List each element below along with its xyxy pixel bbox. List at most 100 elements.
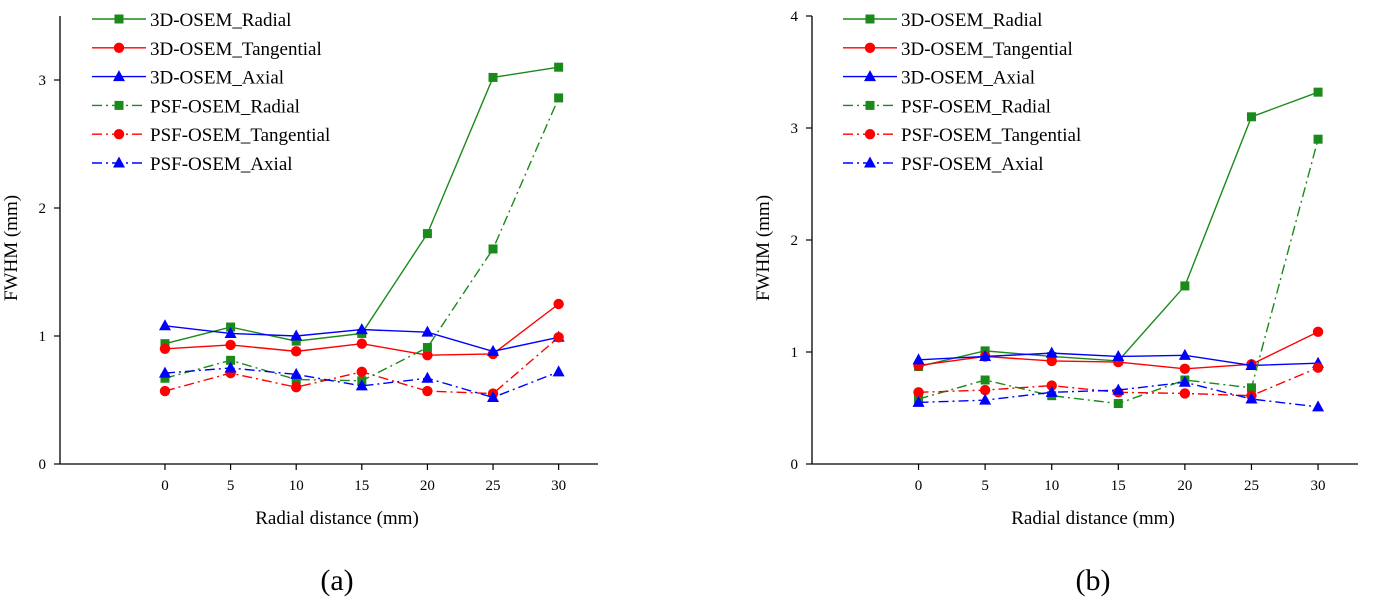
x-tick-label: 20 [420,478,435,494]
data-point [225,339,236,351]
data-point [1245,358,1258,370]
data-point [160,373,170,383]
y-tick-label: 1 [791,345,799,361]
data-point [1246,383,1256,393]
data-point [1112,349,1125,361]
legend-label: PSF-OSEM_Radial [901,96,1051,117]
data-point [1179,363,1191,374]
data-point [1246,112,1256,122]
y-tick-label: 2 [791,233,799,249]
panel-label: (b) [1076,564,1111,597]
data-point [355,379,368,391]
legend-marker [865,100,875,110]
data-point [355,323,368,335]
legend-marker [114,14,124,24]
data-point [1312,400,1325,412]
panel-label: (a) [320,564,353,597]
data-point [912,395,925,407]
data-point [158,366,171,378]
data-point [1312,362,1324,373]
data-point [913,387,924,398]
legend-label: 3D-OSEM_Tangential [901,39,1073,60]
y-tick-label: 1 [39,329,47,345]
data-point [1178,348,1191,360]
legend-label: PSF-OSEM_Tangential [901,125,1081,146]
x-axis-title: Radial distance (mm) [1011,508,1175,529]
data-point [290,329,303,341]
data-point [1046,355,1057,367]
series-psf-osem-axial [912,375,1325,412]
data-point [487,390,500,402]
x-axis-title: Radial distance (mm) [255,508,419,529]
data-point [488,244,498,254]
x-tick-label: 15 [1111,478,1126,494]
y-axis-title: FWHM (mm) [753,195,774,301]
data-point [421,371,434,383]
data-point [1112,383,1125,395]
legend-marker [113,42,125,53]
legend-marker [864,42,876,53]
data-point [1180,281,1190,291]
data-point [1313,134,1323,144]
data-point [1312,326,1324,338]
data-point [356,338,368,349]
data-point [159,343,171,354]
data-point [291,336,301,346]
y-axis-title: FWHM (mm) [1,195,22,301]
data-point [979,384,991,396]
data-point [356,366,368,378]
data-point [422,350,433,361]
x-tick-label: 20 [1177,478,1192,494]
data-point [1113,399,1123,409]
data-point [226,355,236,365]
legend: 3D-OSEM_Radial 3D-OSEM_Tangential 3D-OSEM_… [843,10,1081,175]
legend-marker [113,70,125,82]
legend-marker [113,129,125,140]
x-tick-label: 15 [354,478,369,494]
x-tick-label: 25 [486,478,501,494]
data-point [1178,375,1191,387]
data-point [552,365,565,377]
series-psf-osem-tangential [913,362,1324,401]
legend-label: 3D-OSEM_Axial [150,68,284,89]
legend-label: 3D-OSEM_Tangential [150,39,322,60]
x-tick-label: 5 [981,478,989,494]
x-tick-label: 10 [1044,478,1059,494]
legend-label: 3D-OSEM_Radial [901,10,1042,31]
data-point [422,385,433,397]
data-point [1313,87,1323,97]
data-point [979,349,992,361]
data-point [554,93,564,103]
data-point [291,375,301,385]
data-point [554,62,564,72]
data-point [488,72,498,82]
legend-label: PSF-OSEM_Axial [150,154,293,175]
legend: 3D-OSEM_Radial 3D-OSEM_Tangential 3D-OSEM_… [92,10,330,175]
data-point [553,298,564,310]
data-point [487,344,500,356]
data-point [422,343,432,353]
data-point [553,332,564,343]
x-tick-label: 10 [289,478,304,494]
data-point [1046,380,1057,391]
y-tick-label: 3 [39,73,47,89]
series-psf-osem-axial [158,361,565,402]
data-point [912,353,925,365]
legend-marker [864,70,876,82]
data-point [1045,346,1058,358]
x-tick-label: 30 [1311,478,1326,494]
legend-marker [114,100,124,110]
chart-panel-1: 0 5 10 15 20 25 30 0 1 2 3 4 Radial distance (mm) FWH… [753,9,1358,597]
data-point [290,382,302,393]
data-point [979,393,992,405]
data-point [1045,385,1058,397]
y-tick-label: 4 [791,9,799,25]
y-tick-label: 0 [39,457,47,473]
x-tick-label: 0 [915,478,923,494]
legend-label: PSF-OSEM_Tangential [150,125,330,146]
y-tick-label: 3 [791,121,799,137]
x-tick-label: 25 [1244,478,1259,494]
legend-label: PSF-OSEM_Radial [150,96,300,117]
data-point [158,319,171,331]
data-point [224,361,237,373]
